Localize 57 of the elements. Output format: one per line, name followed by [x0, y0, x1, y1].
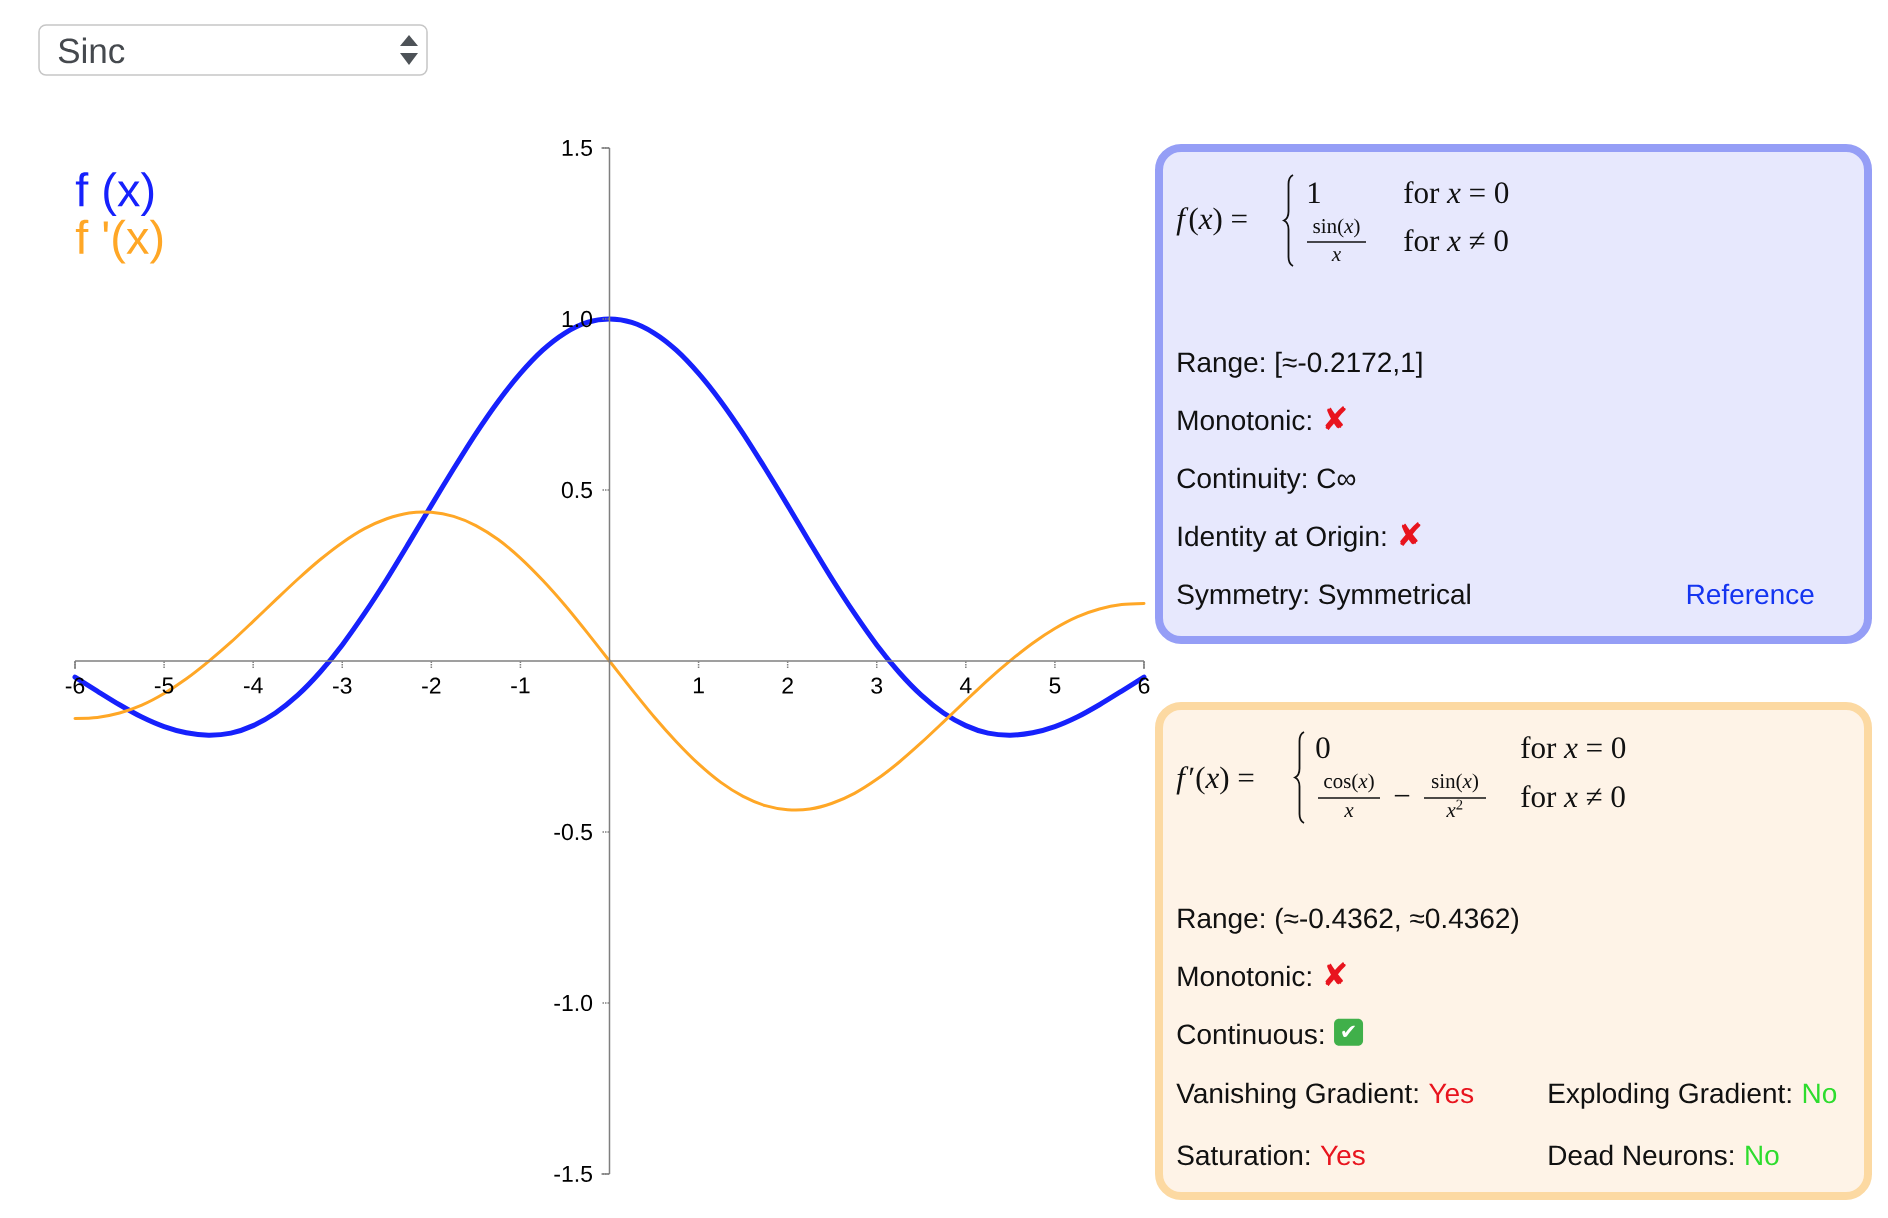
- x-tick-label: 1: [693, 677, 704, 694]
- text: Symmetry: Symmetrical: [1177, 583, 1470, 610]
- x-tick-label: 4: [959, 677, 972, 694]
- text: Saturation:: [1177, 1144, 1310, 1166]
- x-tick-label: 3: [871, 677, 883, 694]
- text: x: [1344, 807, 1354, 817]
- text: Dead Neurons:: [1549, 1144, 1733, 1166]
- text: Range: [≈-0.2172,1]: [1178, 351, 1422, 378]
- x-tick-label: -4: [243, 677, 263, 694]
- text: f '(x): [75, 219, 163, 264]
- text: Monotonic:: [1178, 409, 1311, 431]
- text: for x = 0: [1521, 736, 1626, 759]
- y-tick-label: -1.0: [554, 994, 593, 1012]
- y-tick-label: 0.5: [561, 481, 592, 499]
- text: f(x) =: [1176, 207, 1247, 236]
- text: Continuous:: [1177, 1023, 1324, 1045]
- text: 1: [1308, 182, 1320, 203]
- text: x$^{2}$: [1446, 799, 1463, 817]
- text: Yes: [1320, 1145, 1365, 1166]
- x-tick-label: -1: [511, 677, 530, 694]
- text: Continuity: C∞: [1177, 467, 1356, 494]
- text: Identity at Origin:: [1178, 525, 1386, 552]
- text: sin(x): [1313, 218, 1360, 238]
- text: Monotonic:: [1178, 965, 1311, 987]
- chart-title: Sinc: [58, 37, 125, 64]
- text: Vanishing Gradient:: [1176, 1082, 1418, 1109]
- y-tick-label: -0.5: [554, 823, 592, 841]
- text: No: [1746, 1145, 1779, 1166]
- text: ✘: [1400, 522, 1421, 546]
- x-tick-label: -5: [154, 677, 174, 694]
- y-tick-label: 1.0: [562, 310, 593, 328]
- x-tick-label: -6: [65, 677, 85, 694]
- x-tick-label: 6: [1138, 677, 1150, 694]
- text: for x ≠ 0: [1404, 229, 1508, 252]
- text: ✘: [1325, 406, 1346, 430]
- x-tick-label: 5: [1049, 677, 1061, 694]
- text: ✔: [1342, 1025, 1355, 1038]
- text: No: [1803, 1083, 1837, 1104]
- text: Exploding Gradient:: [1549, 1082, 1791, 1109]
- text: sin(x): [1431, 773, 1478, 793]
- text: cos(x): [1324, 773, 1374, 793]
- text: for x = 0: [1404, 181, 1509, 204]
- text: Reference: [1687, 583, 1814, 605]
- text: f′(x) =: [1176, 766, 1254, 795]
- text: ✘: [1325, 962, 1346, 986]
- text: 0: [1316, 737, 1330, 759]
- x-tick-label: 2: [782, 677, 793, 694]
- x-tick-label: -2: [422, 677, 441, 694]
- x-tick-label: -3: [333, 677, 352, 694]
- y-tick-label: 1.5: [562, 139, 592, 157]
- text: x: [1331, 251, 1342, 261]
- text: Yes: [1429, 1083, 1474, 1104]
- y-tick-label: -1.5: [554, 1165, 592, 1182]
- text: −: [1394, 794, 1410, 797]
- text: Range: (≈-0.4362, ≈0.4362): [1178, 907, 1519, 934]
- text: f (x): [75, 172, 154, 216]
- text: for x ≠ 0: [1521, 785, 1625, 808]
